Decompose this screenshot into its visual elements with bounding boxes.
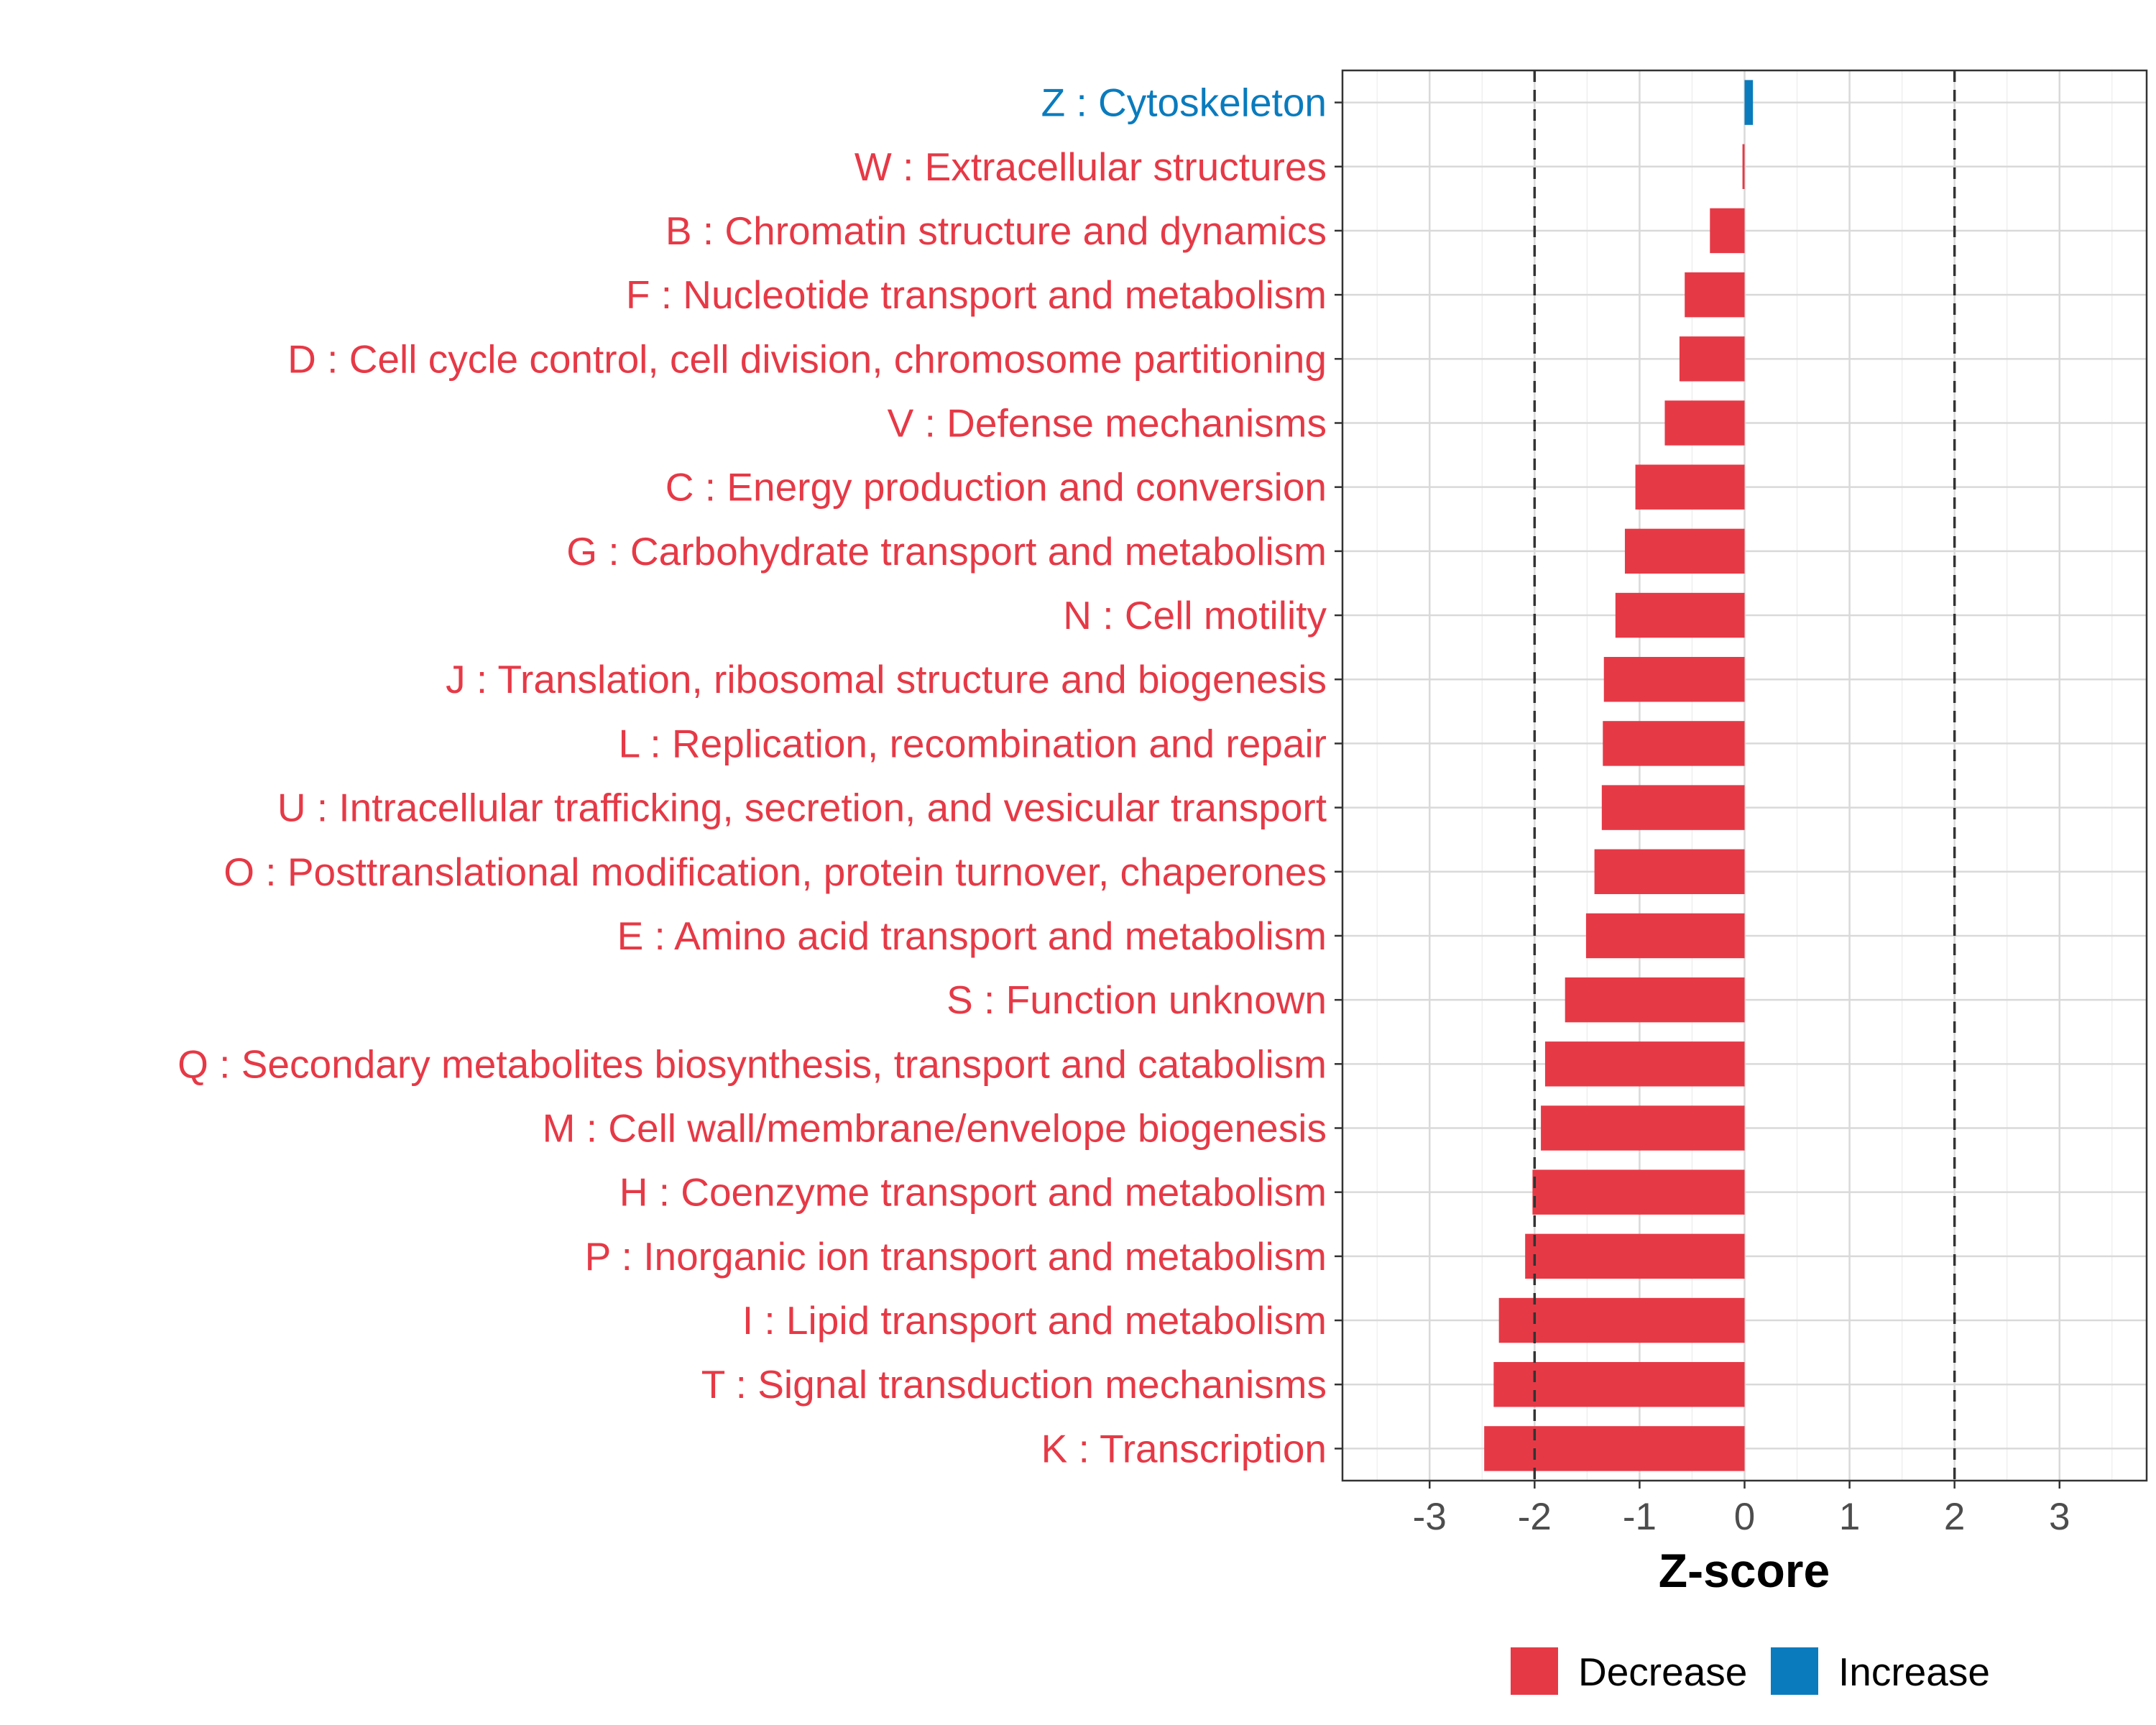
bar	[1635, 464, 1745, 510]
bar	[1742, 144, 1745, 189]
legend-label-increase: Increase	[1838, 1650, 1990, 1694]
category-label: J : Translation, ribosomal structure and…	[446, 657, 1327, 702]
reference-lines	[1533, 70, 1956, 1481]
category-label: Q : Secondary metabolites biosynthesis, …	[178, 1041, 1327, 1086]
bar	[1541, 1105, 1745, 1151]
bar	[1710, 208, 1745, 254]
category-label: N : Cell motility	[1063, 593, 1327, 638]
legend-label-decrease: Decrease	[1578, 1650, 1747, 1694]
category-label: U : Intracellular trafficking, secretion…	[277, 786, 1327, 830]
bar	[1544, 1041, 1745, 1087]
category-label: Z : Cytoskeleton	[1041, 80, 1327, 125]
bar	[1664, 400, 1745, 446]
bars	[1484, 80, 1754, 1471]
category-label: K : Transcription	[1041, 1426, 1327, 1471]
bar	[1525, 1233, 1745, 1279]
y-axis-ticks: Z : Cytoskeleton W : Extracellular struct…	[178, 80, 1342, 1471]
bar	[1601, 785, 1745, 830]
x-tick-label: 1	[1839, 1496, 1860, 1538]
bar	[1603, 721, 1745, 766]
category-label: I : Lipid transport and metabolism	[742, 1298, 1327, 1343]
category-label: H : Coenzyme transport and metabolism	[619, 1170, 1327, 1215]
x-axis-title: Z-score	[1659, 1544, 1830, 1597]
category-label: T : Signal transduction mechanisms	[701, 1362, 1327, 1407]
bar	[1744, 80, 1754, 125]
category-label: B : Chromatin structure and dynamics	[665, 208, 1327, 253]
category-label: C : Energy production and conversion	[665, 465, 1327, 510]
x-tick-label: 3	[2049, 1496, 2070, 1538]
bar	[1615, 592, 1745, 638]
x-tick-label: -3	[1413, 1496, 1447, 1538]
category-label: P : Inorganic ion transport and metaboli…	[585, 1234, 1327, 1279]
category-label: V : Defense mechanisms	[888, 401, 1327, 446]
x-axis-ticks: -3 -2 -1 0 1 2 3	[1413, 1481, 2070, 1538]
category-label: D : Cell cycle control, cell division, c…	[287, 336, 1327, 381]
legend-swatch-decrease	[1511, 1647, 1558, 1695]
bar	[1594, 849, 1745, 894]
legend-swatch-increase	[1771, 1647, 1818, 1695]
bar	[1498, 1297, 1745, 1343]
category-label: G : Carbohydrate transport and metabolis…	[566, 529, 1327, 574]
bar	[1624, 528, 1745, 574]
category-label: S : Function unknown	[946, 978, 1327, 1022]
bar	[1585, 913, 1745, 959]
bar	[1484, 1426, 1745, 1471]
category-label: W : Extracellular structures	[854, 144, 1327, 189]
bar	[1532, 1169, 1745, 1215]
bar	[1685, 272, 1745, 318]
x-tick-label: 0	[1734, 1496, 1755, 1538]
x-tick-label: -2	[1518, 1496, 1552, 1538]
category-label: L : Replication, recombination and repai…	[619, 721, 1327, 765]
bar	[1679, 336, 1745, 382]
category-label: O : Posttranslational modification, prot…	[224, 850, 1327, 894]
bar	[1493, 1362, 1745, 1407]
category-label: E : Amino acid transport and metabolism	[617, 914, 1327, 958]
category-label: F : Nucleotide transport and metabolism	[626, 272, 1327, 317]
x-tick-label: -1	[1623, 1496, 1657, 1538]
bar	[1565, 977, 1745, 1023]
bar	[1603, 657, 1745, 702]
legend: Decrease Increase	[1511, 1647, 1990, 1695]
x-tick-label: 2	[1944, 1496, 1965, 1538]
category-label: M : Cell wall/membrane/envelope biogenes…	[543, 1106, 1327, 1151]
